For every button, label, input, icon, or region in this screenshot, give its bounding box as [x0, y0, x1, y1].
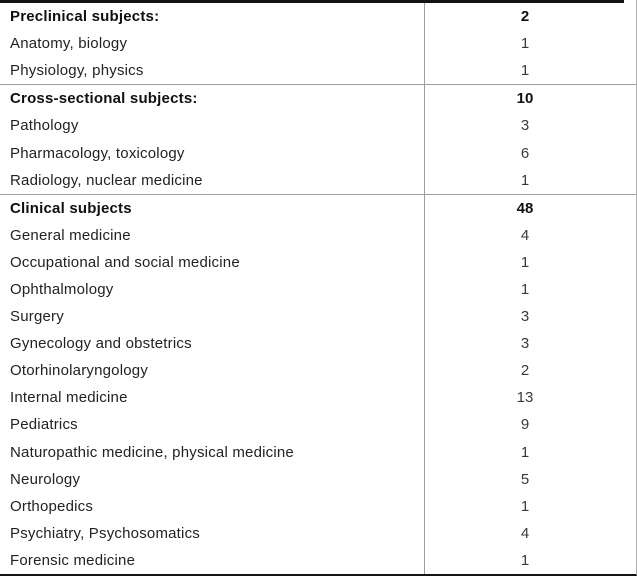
- table-row: Internal medicine 13: [0, 384, 636, 411]
- section-header-row: Clinical subjects 48: [0, 195, 636, 222]
- table-row: Anatomy, biology 1: [0, 30, 636, 57]
- subject-cell: Gynecology and obstetrics: [10, 335, 192, 353]
- section-header-count: 2: [520, 8, 530, 26]
- count-cell: 2: [520, 362, 530, 380]
- table-row: Pharmacology, toxicology 6: [0, 139, 636, 166]
- subject-cell: Pediatrics: [10, 416, 78, 434]
- count-cell: 1: [520, 497, 530, 515]
- section-header-count: 10: [516, 90, 534, 108]
- subject-cell: Occupational and social medicine: [10, 253, 240, 271]
- count-cell: 4: [520, 226, 530, 244]
- table-row: Radiology, nuclear medicine 1: [0, 167, 636, 194]
- count-cell: 1: [520, 35, 530, 53]
- count-cell: 5: [520, 470, 530, 488]
- table-row: Surgery 3: [0, 303, 636, 330]
- count-cell: 1: [520, 62, 530, 80]
- section-header-label: Cross-sectional subjects:: [10, 90, 198, 108]
- column-divider: [424, 3, 425, 574]
- count-cell: 3: [520, 308, 530, 326]
- count-cell: 9: [520, 416, 530, 434]
- table-row: General medicine 4: [0, 222, 636, 249]
- count-cell: 1: [520, 253, 530, 271]
- subject-cell: Naturopathic medicine, physical medicine: [10, 443, 294, 461]
- count-cell: 4: [520, 524, 530, 542]
- subject-cell: Orthopedics: [10, 497, 94, 515]
- table-row: Ophthalmology 1: [0, 276, 636, 303]
- section-header-row: Cross-sectional subjects: 10: [0, 85, 636, 112]
- subject-cell: Forensic medicine: [10, 551, 136, 569]
- table-row: Psychiatry, Psychosomatics 4: [0, 520, 636, 547]
- count-cell: 3: [520, 335, 530, 353]
- table-body: Preclinical subjects: 2 Anatomy, biology…: [0, 3, 636, 574]
- subject-cell: Anatomy, biology: [10, 35, 128, 53]
- table-row: Pediatrics 9: [0, 411, 636, 438]
- table-row: Pathology 3: [0, 112, 636, 139]
- table-section: Clinical subjects 48 General medicine 4 …: [0, 193, 636, 574]
- subject-cell: Neurology: [10, 470, 81, 488]
- table-row: Otorhinolaryngology 2: [0, 357, 636, 384]
- subject-cell: Otorhinolaryngology: [10, 362, 149, 380]
- count-cell: 1: [520, 551, 530, 569]
- subject-cell: Ophthalmology: [10, 280, 114, 298]
- count-cell: 1: [520, 443, 530, 461]
- subject-cell: Internal medicine: [10, 389, 128, 407]
- table-row: Neurology 5: [0, 466, 636, 493]
- table-row: Occupational and social medicine 1: [0, 249, 636, 276]
- table-row: Gynecology and obstetrics 3: [0, 330, 636, 357]
- subject-cell: Physiology, physics: [10, 62, 144, 80]
- count-cell: 13: [516, 389, 534, 407]
- table-section: Preclinical subjects: 2 Anatomy, biology…: [0, 3, 636, 84]
- subject-cell: Radiology, nuclear medicine: [10, 171, 203, 189]
- section-header-label: Clinical subjects: [10, 199, 132, 217]
- subject-cell: Surgery: [10, 308, 64, 326]
- count-cell: 1: [520, 171, 530, 189]
- section-header-label: Preclinical subjects:: [10, 8, 160, 26]
- section-header-count: 48: [516, 199, 534, 217]
- table-row: Naturopathic medicine, physical medicine…: [0, 439, 636, 466]
- count-cell: 1: [520, 280, 530, 298]
- subject-cell: Pharmacology, toxicology: [10, 144, 185, 162]
- section-header-row: Preclinical subjects: 2: [0, 3, 636, 30]
- table-top-rule: [0, 0, 624, 3]
- table-row: Physiology, physics 1: [0, 57, 636, 84]
- table-section: Cross-sectional subjects: 10 Pathology 3…: [0, 84, 636, 193]
- table-row: Forensic medicine 1: [0, 547, 636, 574]
- count-cell: 3: [520, 117, 530, 135]
- count-cell: 6: [520, 144, 530, 162]
- subject-cell: General medicine: [10, 226, 131, 244]
- subject-cell: Pathology: [10, 117, 79, 135]
- subject-cell: Psychiatry, Psychosomatics: [10, 524, 200, 542]
- table-row: Orthopedics 1: [0, 493, 636, 520]
